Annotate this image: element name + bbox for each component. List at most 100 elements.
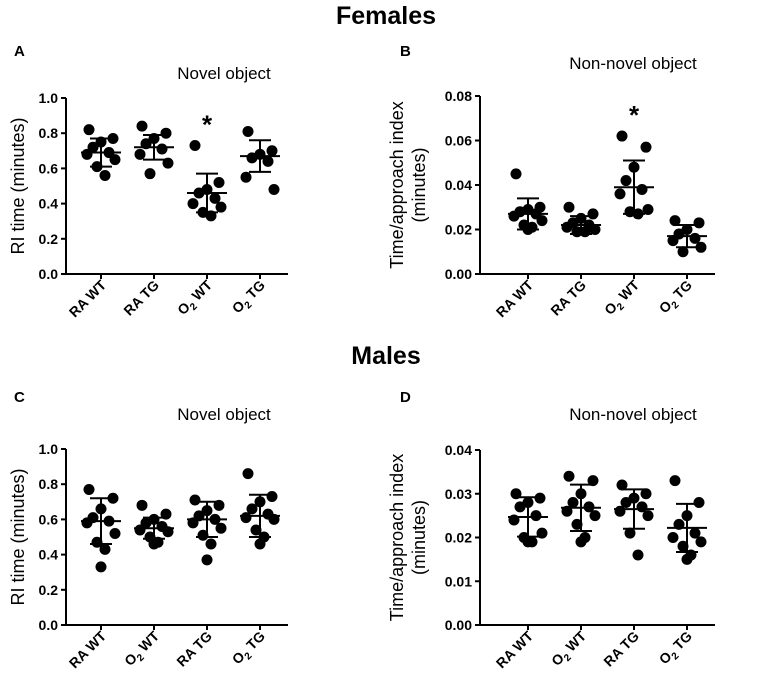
data-point: [81, 517, 93, 529]
data-point: [514, 501, 526, 513]
data-point: [240, 512, 252, 524]
data-point: [616, 130, 628, 142]
data-point: [109, 527, 121, 539]
x-tick-label: RA TG: [173, 628, 215, 670]
data-point: [575, 536, 587, 548]
data-point: [567, 497, 579, 508]
data-point: [99, 169, 111, 181]
panel-d-chart: D Non-novel object Time/approach index (min…: [387, 389, 715, 671]
data-point: [689, 527, 701, 539]
x-tick-label: RA WT: [66, 627, 110, 671]
y-axis-label: (minutes): [409, 147, 429, 222]
x-tick-label: O2 WT: [174, 276, 218, 320]
data-point: [640, 141, 652, 153]
data-point: [677, 540, 689, 552]
y-tick-label: 0.00: [445, 617, 472, 633]
data-point: [522, 536, 534, 548]
data-point: [215, 522, 227, 534]
data-point: [695, 536, 707, 548]
panel-letter: D: [400, 389, 411, 406]
data-point: [530, 510, 542, 522]
data-point: [587, 475, 599, 487]
data-point: [242, 125, 254, 137]
panel-a-chart: A Novel object RI time (minutes) 0.0 0.2 0.4 0…: [8, 43, 288, 320]
data-point: [636, 183, 648, 195]
data-point: [693, 497, 705, 508]
data-point: [95, 561, 107, 573]
data-point: [620, 175, 632, 187]
males-section-title: Males: [351, 342, 421, 370]
x-tick-label: RA TG: [120, 277, 162, 319]
chart-title: Non-novel object: [569, 54, 697, 73]
y-axis-label: RI time (minutes): [8, 117, 28, 254]
panel-letter: A: [14, 43, 25, 60]
x-tick-label: RA TG: [547, 277, 589, 319]
y-tick-label: 0.0: [39, 266, 59, 282]
significance-star: *: [629, 100, 640, 130]
y-tick-label: 1.0: [39, 441, 59, 457]
data-point: [669, 215, 681, 227]
data-point: [571, 518, 583, 530]
data-point: [107, 132, 119, 144]
x-tick-label: O2 TG: [229, 277, 271, 319]
x-tick-label: RA WT: [66, 276, 110, 320]
panel-letter: B: [400, 43, 411, 60]
x-tick-label: RA WT: [493, 627, 537, 671]
data-point: [107, 492, 119, 504]
data-point: [136, 120, 148, 132]
data-point: [215, 201, 227, 213]
data-point: [561, 221, 573, 233]
chart-title: Non-novel object: [569, 405, 697, 424]
data-point: [624, 527, 636, 539]
data-point: [669, 475, 681, 487]
y-tick-label: 1.0: [39, 90, 59, 106]
data-point: [134, 148, 146, 160]
females-section-title: Females: [335, 2, 437, 30]
data-point: [614, 505, 626, 517]
data-point: [240, 171, 252, 183]
panel-b-chart: B Non-novel object Time/approach index (min…: [387, 43, 715, 320]
y-tick-label: 0.4: [39, 547, 59, 563]
y-tick-label: 0.02: [445, 222, 472, 238]
significance-star: *: [202, 110, 213, 140]
x-tick-label: O2 WT: [121, 627, 165, 671]
data-point: [587, 208, 599, 220]
data-point: [246, 503, 258, 515]
y-tick-label: 0.04: [445, 177, 472, 193]
data-point: [162, 157, 174, 169]
x-tick-label: O2 TG: [656, 277, 698, 319]
data-point: [642, 510, 654, 522]
data-point: [99, 543, 111, 555]
x-tick-label: O2 WT: [548, 627, 592, 671]
x-tick-label: RA TG: [600, 628, 642, 670]
y-axis-label: (minutes): [409, 500, 429, 575]
y-tick-label: 0.08: [445, 88, 472, 104]
data-point: [109, 154, 121, 166]
y-tick-label: 0.2: [39, 582, 59, 598]
data-point: [536, 527, 548, 539]
data-point: [189, 140, 201, 152]
y-tick-label: 0.03: [445, 486, 472, 502]
chart-title: Novel object: [177, 64, 271, 83]
panel-letter: C: [14, 389, 25, 406]
y-tick-label: 0.2: [39, 231, 59, 247]
y-tick-label: 0.06: [445, 133, 472, 149]
data-point: [242, 468, 254, 480]
data-point: [508, 210, 520, 222]
chart-title: Novel object: [177, 405, 271, 424]
data-point: [266, 145, 278, 157]
data-point: [642, 203, 654, 215]
x-tick-label: O2 TG: [656, 628, 698, 670]
panel-c-chart: C Novel object RI time (minutes) 0.0 0.2 0.4 0…: [8, 389, 288, 671]
data-point: [134, 524, 146, 536]
y-tick-label: 0.00: [445, 266, 472, 282]
data-point: [563, 201, 575, 213]
data-point: [695, 241, 707, 253]
data-point: [187, 198, 199, 210]
y-tick-label: 0.8: [39, 125, 59, 141]
data-point: [268, 184, 280, 196]
data-point: [246, 152, 258, 164]
y-axis-label: RI time (minutes): [8, 468, 28, 605]
data-point: [536, 215, 548, 227]
y-tick-label: 0.04: [445, 442, 472, 458]
